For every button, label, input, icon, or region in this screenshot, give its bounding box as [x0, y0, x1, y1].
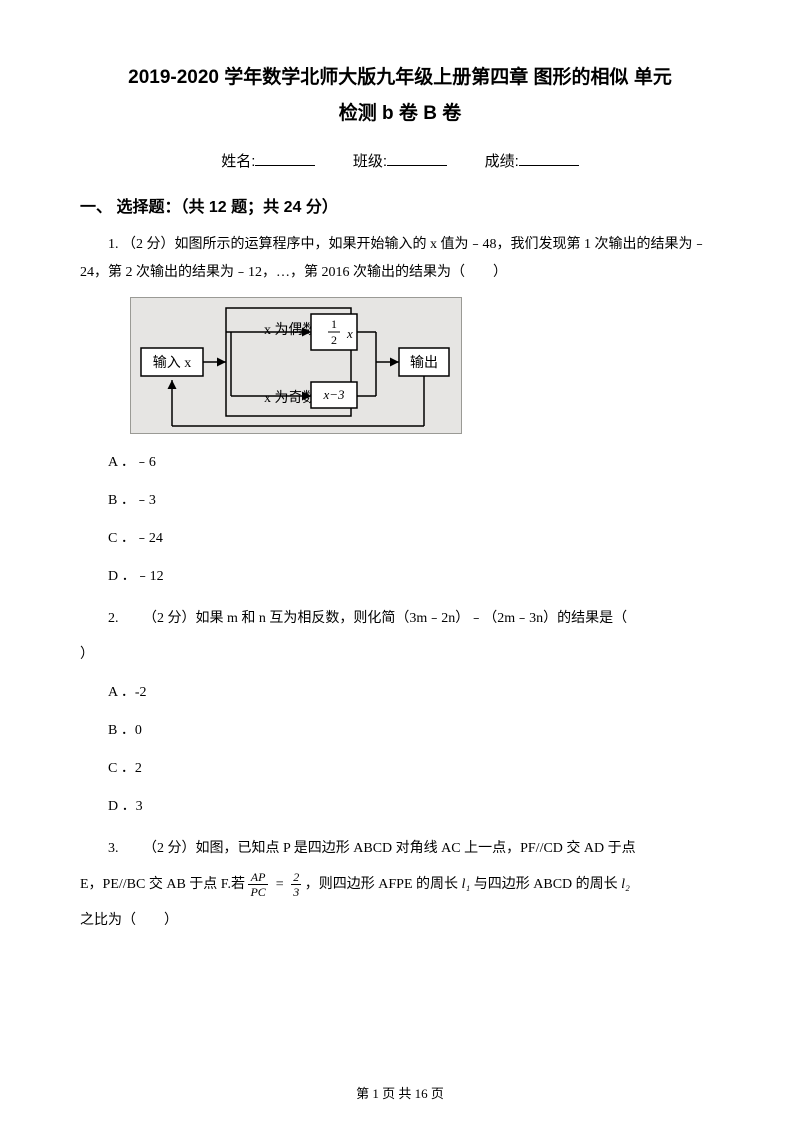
- eq-sign: =: [271, 877, 287, 892]
- class-label: 班级:: [353, 153, 387, 170]
- student-info-line: 姓名: 班级: 成绩:: [80, 150, 720, 171]
- q3-text-c: 之比为（ ）: [80, 907, 720, 935]
- q2-opt-d: D ．3: [80, 793, 720, 821]
- class-blank: [387, 151, 447, 166]
- output-label: 输出: [410, 355, 438, 371]
- q2-opt-a: A ．-2: [80, 679, 720, 707]
- title-line-1: 2019-2020 学年数学北师大版九年级上册第四章 图形的相似 单元: [80, 60, 720, 96]
- page-footer: 第 1 页 共 16 页: [0, 1083, 800, 1102]
- q3-l1: l₁: [462, 877, 471, 892]
- q1-text: 1. （2 分）如图所示的运算程序中，如果开始输入的 x 值为﹣48，我们发现第…: [80, 231, 720, 287]
- q3-text-b-mid: ，则四边形 AFPE 的周长: [305, 877, 462, 892]
- name-blank: [255, 151, 315, 166]
- section-1-header: 一、 选择题：（共 12 题；共 24 分）: [80, 193, 720, 217]
- q3-text-b-prefix: E，PE//BC 交 AB 于点 F.若: [80, 877, 248, 892]
- q1-opt-a: A ．﹣6: [80, 449, 720, 477]
- name-label: 姓名:: [221, 153, 255, 170]
- page: 2019-2020 学年数学北师大版九年级上册第四章 图形的相似 单元 检测 b…: [0, 0, 800, 1132]
- even-label: x 为偶数: [264, 322, 317, 338]
- half-var: x: [346, 326, 353, 341]
- footer-suffix: 页: [428, 1086, 444, 1101]
- half-num: 1: [331, 317, 337, 331]
- q2-text-a: 2. （2 分）如果 m 和 n 互为相反数，则化简（3m﹣2n）﹣（2m﹣3n…: [80, 605, 720, 633]
- footer-prefix: 第: [356, 1086, 372, 1101]
- odd-label: x 为奇数: [264, 389, 317, 406]
- q3-frac-ap-pc: AP PC: [248, 871, 267, 898]
- q3-l2: l₂: [621, 877, 630, 892]
- q2-opt-c: C ．2: [80, 755, 720, 783]
- score-label: 成绩:: [485, 153, 519, 170]
- q3-frac-2-3: 2 3: [291, 871, 301, 898]
- q3-text-b-suffix: 与四边形 ABCD 的周长: [474, 877, 621, 892]
- title-line-2: 检测 b 卷 B 卷: [80, 96, 720, 132]
- q1-opt-b: B ．﹣3: [80, 487, 720, 515]
- footer-mid: 页 共: [379, 1086, 415, 1101]
- q3-line-b: E，PE//BC 交 AB 于点 F.若 AP PC = 2 3 ，则四边形 A…: [80, 871, 720, 899]
- q2-opt-b: B ．0: [80, 717, 720, 745]
- exam-title: 2019-2020 学年数学北师大版九年级上册第四章 图形的相似 单元 检测 b…: [80, 60, 720, 132]
- half-den: 2: [331, 333, 337, 347]
- q3-text-a: 3. （2 分）如图，已知点 P 是四边形 ABCD 对角线 AC 上一点，PF…: [80, 835, 720, 863]
- minus-label: x−3: [322, 387, 345, 402]
- flowchart-svg: 输入 x x 为偶数 1 2 x x 为奇数 x−3: [130, 297, 462, 434]
- input-label: 输入 x: [153, 355, 192, 371]
- score-blank: [519, 151, 579, 166]
- footer-total: 16: [415, 1086, 428, 1101]
- q1-opt-c: C ．﹣24: [80, 525, 720, 553]
- q1-flowchart: 输入 x x 为偶数 1 2 x x 为奇数 x−3: [130, 297, 720, 439]
- q1-opt-d: D ．﹣12: [80, 563, 720, 591]
- q2-text-b: ）: [80, 641, 720, 669]
